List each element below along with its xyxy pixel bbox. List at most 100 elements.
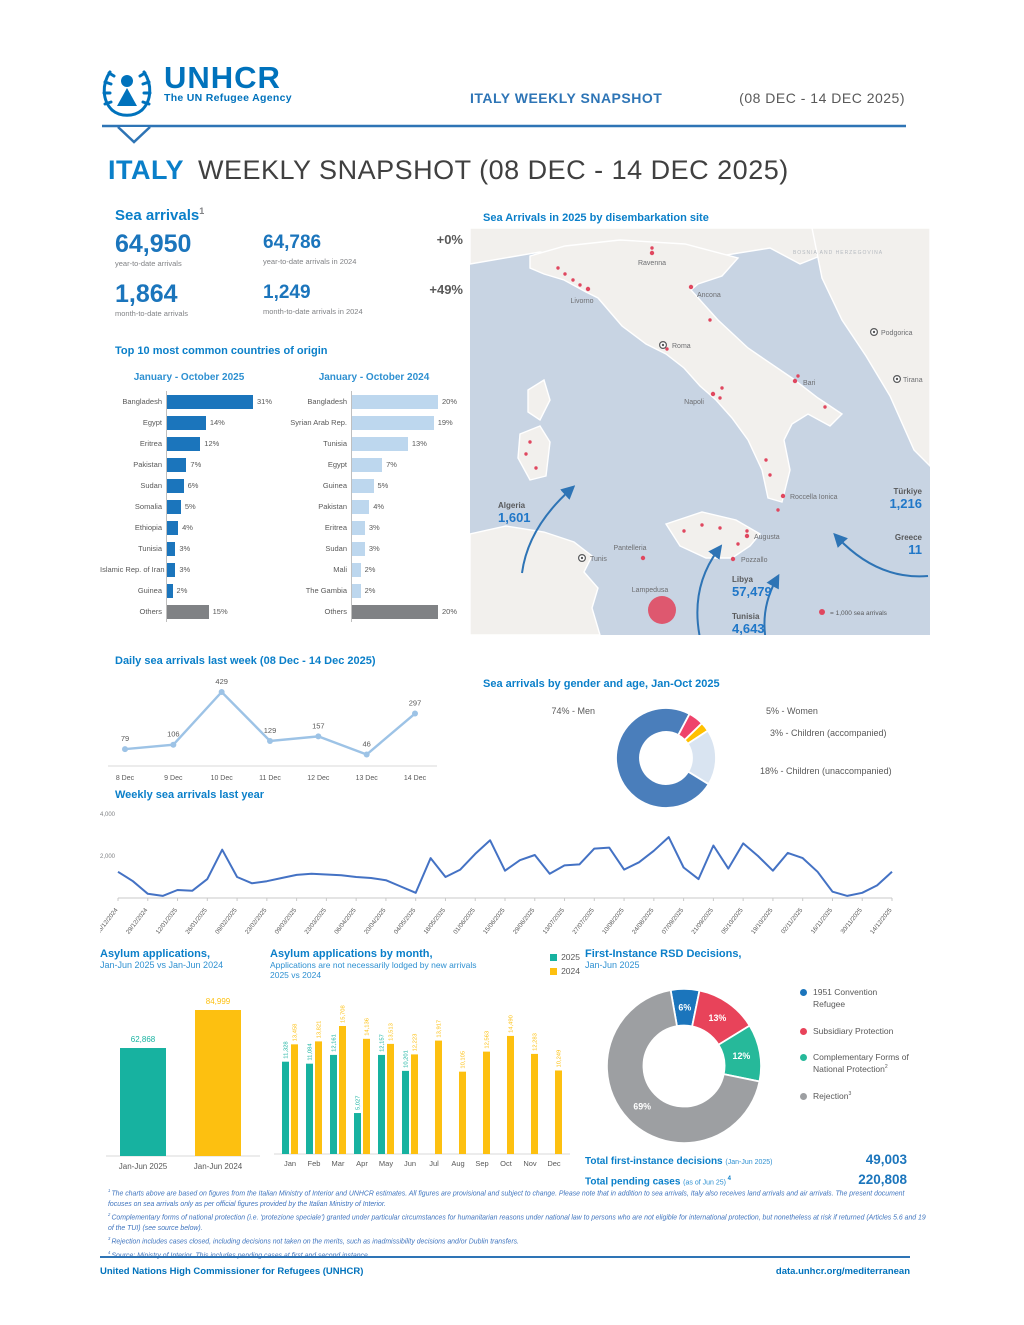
legend-dot-icon <box>819 609 825 615</box>
origin-label: Egypt <box>327 460 347 469</box>
map-place-label: Ravenna <box>638 260 666 267</box>
footer-data-link[interactable]: data.unhcr.org/mediterranean <box>775 1266 910 1277</box>
origin-row: The Gambia 2% <box>285 580 463 601</box>
daily-chart-title: Daily sea arrivals last week (08 Dec - 1… <box>115 655 376 667</box>
legend-2024-swatch <box>550 967 558 975</box>
origin-row: Eritrea 12% <box>100 433 278 454</box>
origin-label: Tunisia <box>138 544 162 553</box>
flow-value-label: 1,601 <box>498 510 531 525</box>
weekly-x-label: 14/12/2025 <box>869 906 894 935</box>
arrival-site-dot <box>776 508 780 512</box>
daily-point <box>122 746 128 753</box>
origin-value: 13% <box>411 439 427 448</box>
gender-label-women: 5% - Women <box>766 706 818 716</box>
monthly-bar-value: 13,917 <box>437 1020 443 1038</box>
origin-label: Tunisia <box>323 439 347 448</box>
flow-country-label: Algeria <box>498 501 526 510</box>
arrival-site-dot-livorno <box>585 286 591 292</box>
stat-delta: +49% <box>429 282 463 297</box>
map-flow-arrows <box>521 485 929 635</box>
daily-value-label: 79 <box>121 734 129 743</box>
monthly-bar-value: 10,105 <box>461 1051 467 1069</box>
origin-label: Egypt <box>142 418 162 427</box>
monthly-bar-value: 15,708 <box>341 1005 347 1023</box>
origin-value: 20% <box>442 397 458 406</box>
origin-row: Egypt 14% <box>100 412 278 433</box>
origin-bar <box>167 604 209 619</box>
weekly-x-label: 16/11/2025 <box>810 906 835 935</box>
monthly-x-label: Sep <box>475 1159 488 1168</box>
origin-row: Tunisia 13% <box>285 433 463 454</box>
weekly-x-label: 23/03/2025 <box>303 906 328 935</box>
weekly-x-label: 01/06/2025 <box>452 906 477 935</box>
asylum-totals-section: Asylum applications, Jan-Jun 2025 vs Jan… <box>100 948 270 1195</box>
map-place-label: Tirana <box>903 377 923 384</box>
arrival-site-dot <box>682 529 686 533</box>
map-place-label: Napoli <box>684 399 704 406</box>
rsd-total-label: Total pending cases (as of Jun 25) 4 <box>585 1175 731 1187</box>
map-legend-text: = 1,000 sea arrivals <box>830 610 888 617</box>
asylum-bar-value: 62,868 <box>131 1035 156 1044</box>
arrival-site-dot-ravenna <box>649 250 655 256</box>
stat-value: 1,864 <box>115 280 178 308</box>
origin-value: 2% <box>364 565 376 574</box>
origin-bar <box>352 394 438 409</box>
monthly-bar-value: 13,821 <box>317 1021 323 1039</box>
page-title-country: ITALY <box>108 155 185 185</box>
arrival-site-dot <box>650 246 654 250</box>
weekly-x-label: 26/01/2025 <box>184 906 209 935</box>
stat-ytd: 64,950 year-to-date arrivals <box>115 232 263 269</box>
asylum-x-label: Jan-Jun 2025 <box>119 1162 168 1171</box>
origin-row: Syrian Arab Rep. 19% <box>285 412 463 433</box>
monthly-bar-value: 10,201 <box>404 1050 410 1068</box>
stat-mtd-2024: 1,249 month-to-date arrivals in 2024 <box>263 282 415 318</box>
arrival-site-dot-roccella-ionica <box>780 493 786 499</box>
stat-delta: +0% <box>436 232 463 247</box>
origin-value: 3% <box>179 565 191 574</box>
origin-label: Guinea <box>137 586 162 595</box>
daily-x-label: 11 Dec <box>259 775 281 782</box>
gender-age-donut <box>615 707 717 809</box>
daily-x-label: 12 Dec <box>307 775 330 782</box>
weekly-x-label: 15/06/2025 <box>482 906 507 935</box>
arrival-site-dot <box>665 347 669 351</box>
rsd-legend-bullet-icon <box>800 989 807 996</box>
map-place-label: Podgorica <box>881 330 913 337</box>
map-sicily <box>664 511 762 559</box>
monthly-title: Asylum applications by month, <box>270 948 433 960</box>
origin-row: Ethiopia 4% <box>100 517 278 538</box>
arrival-site-dot <box>534 466 538 470</box>
rsd-legend-bullet-icon <box>800 1027 807 1035</box>
doc-title: ITALY WEEKLY SNAPSHOT <box>470 90 663 106</box>
map-place-label: Roccella Ionica <box>790 494 838 501</box>
origin-bar <box>352 604 438 619</box>
arrival-site-dot-pozzallo <box>730 556 736 562</box>
capital-marker <box>872 330 876 334</box>
rsd-subtitle: Jan-Jun 2025 <box>585 960 640 970</box>
flow-value-label: 57,479 <box>732 584 772 599</box>
rsd-legend-bullet-icon <box>800 1092 807 1100</box>
monthly-bar-2025-jun <box>402 1070 409 1154</box>
rsd-legend-bullet-icon <box>800 1053 807 1061</box>
footer-org-name: United Nations High Commissioner for Ref… <box>100 1266 364 1277</box>
monthly-bar-2025-jan <box>282 1061 289 1154</box>
stat-mtd: 1,864 month-to-date arrivals <box>115 280 263 319</box>
origin-row: Guinea 5% <box>285 475 463 496</box>
origin-label: Sudan <box>140 481 162 490</box>
map-place-label: Ancona <box>697 292 721 299</box>
daily-value-label: 46 <box>362 739 370 748</box>
origin-label: Pakistan <box>318 502 347 511</box>
monthly-bar-2024-nov <box>531 1053 538 1154</box>
origin-row: Sudan 3% <box>285 538 463 559</box>
daily-value-label: 106 <box>167 730 180 739</box>
monthly-x-label: May <box>379 1159 393 1168</box>
daily-point <box>170 741 177 748</box>
legend-2024: 2024 <box>550 966 580 976</box>
monthly-bar-value: 14,490 <box>509 1015 515 1033</box>
weekly-y-tick: 4,000 <box>100 812 116 818</box>
stat-label: year-to-date arrivals in 2024 <box>263 256 357 266</box>
monthly-subtitle-1: Applications are not necessarily lodged … <box>270 960 477 970</box>
origin-bar <box>167 415 206 430</box>
weekly-arrivals-chart: 4,000 2,000 15/12/2024 29/12/2024 12/01/2025… <box>100 812 894 936</box>
